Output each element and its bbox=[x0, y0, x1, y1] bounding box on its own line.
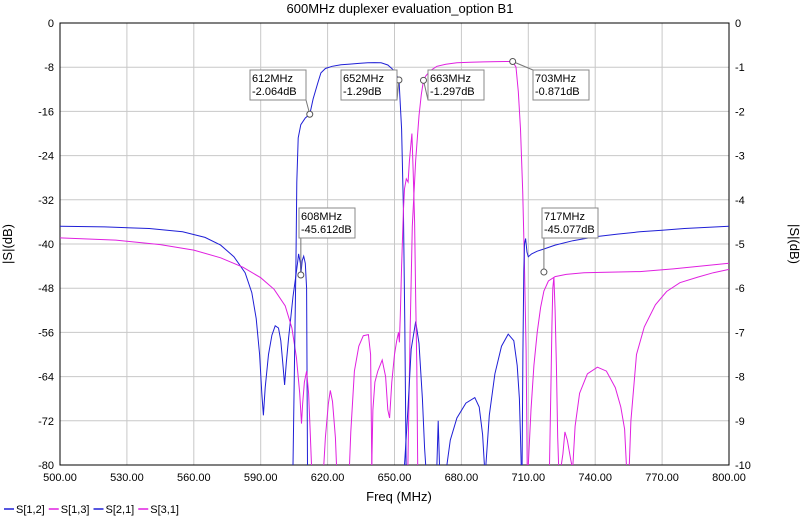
marker-label-box bbox=[249, 69, 307, 101]
marker-point bbox=[540, 268, 548, 276]
series-line bbox=[521, 225, 730, 466]
y-tick-label-left: -56 bbox=[38, 327, 54, 339]
series-line bbox=[59, 225, 308, 466]
series-line bbox=[407, 61, 528, 466]
chart-title: 600MHz duplexer evaluation_option B1 bbox=[287, 1, 514, 16]
marker-label-freq: 652MHz bbox=[343, 73, 384, 85]
marker-label-box bbox=[532, 69, 590, 101]
x-tick-label: 650.00 bbox=[378, 472, 412, 484]
axes: 500.00 530.00 560.00 590.00 620.00 650.00 680.… bbox=[38, 18, 751, 484]
marker-point bbox=[297, 271, 305, 279]
series-line bbox=[349, 333, 373, 466]
series-line bbox=[292, 62, 407, 466]
series-line bbox=[371, 133, 419, 466]
y-tick-label-right: -8 bbox=[735, 372, 745, 384]
series-line bbox=[549, 277, 560, 466]
y-tick-label-right: -10 bbox=[735, 460, 751, 472]
y-axis-label-right: |S|(dB) bbox=[787, 224, 800, 264]
marker-label-value: -1.29dB bbox=[343, 86, 382, 98]
marker-label-box bbox=[298, 207, 356, 239]
marker-point bbox=[419, 76, 427, 84]
series-line bbox=[404, 321, 427, 466]
marker-point bbox=[306, 110, 314, 118]
y-tick-label-left: -40 bbox=[38, 239, 54, 251]
marker-label-freq: 717MHz bbox=[544, 211, 585, 223]
marker-label-freq: 703MHz bbox=[535, 73, 576, 85]
marker: 717MHz-45.077dB bbox=[540, 207, 599, 276]
marker: 612MHz-2.064dB bbox=[249, 69, 314, 118]
y-tick-label-right: -7 bbox=[735, 327, 745, 339]
series-line bbox=[527, 262, 730, 466]
legend-label: S[2,1] bbox=[106, 504, 135, 516]
y-tick-label-right: -3 bbox=[735, 151, 745, 163]
series-line bbox=[436, 420, 440, 466]
x-axis-label: Freq (MHz) bbox=[366, 489, 432, 504]
y-tick-label-right: -6 bbox=[735, 283, 745, 295]
y-tick-label-right: 0 bbox=[735, 18, 741, 30]
y-tick-label-left: 0 bbox=[48, 18, 54, 30]
marker: 703MHz-0.871dB bbox=[509, 57, 590, 101]
legend-label: S[1,2] bbox=[16, 504, 45, 516]
series-line bbox=[560, 431, 573, 466]
marker-layer: 612MHz-2.064dB 652MHz-1.29dB 663MHz-1.297d… bbox=[249, 57, 599, 279]
x-tick-label: 560.00 bbox=[177, 472, 211, 484]
marker-label-value: -45.612dB bbox=[301, 224, 352, 236]
marker-label-value: -45.077dB bbox=[544, 224, 595, 236]
marker-label-box bbox=[340, 69, 398, 101]
x-tick-label: 530.00 bbox=[110, 472, 144, 484]
x-tick-label: 620.00 bbox=[311, 472, 345, 484]
marker-label-freq: 612MHz bbox=[252, 73, 293, 85]
marker-label-freq: 663MHz bbox=[430, 73, 471, 85]
y-tick-label-left: -16 bbox=[38, 106, 54, 118]
legend: S[1,2] S[1,3] S[2,1] S[3,1] bbox=[4, 504, 179, 516]
marker-point bbox=[509, 57, 517, 65]
y-tick-label-left: -8 bbox=[44, 62, 54, 74]
y-tick-label-right: -1 bbox=[735, 62, 745, 74]
series-line bbox=[323, 390, 337, 466]
marker-label-box bbox=[427, 69, 485, 101]
marker-label-freq: 608MHz bbox=[301, 211, 342, 223]
y-tick-label-left: -80 bbox=[38, 460, 54, 472]
marker-leader bbox=[512, 61, 534, 71]
y-tick-label-right: -2 bbox=[735, 106, 745, 118]
y-tick-label-left: -64 bbox=[38, 372, 54, 384]
marker-label-box bbox=[541, 207, 599, 239]
y-tick-label-right: -5 bbox=[735, 239, 745, 251]
y-tick-label-right: -9 bbox=[735, 416, 745, 428]
marker-label-value: -0.871dB bbox=[535, 86, 580, 98]
series-line bbox=[628, 268, 730, 466]
y-axis-label-left: |S|(dB) bbox=[0, 224, 15, 264]
x-tick-label: 500.00 bbox=[43, 472, 77, 484]
marker: 663MHz-1.297dB bbox=[419, 69, 485, 101]
marker-label-value: -2.064dB bbox=[252, 86, 297, 98]
x-tick-label: 680.00 bbox=[445, 472, 479, 484]
series-line bbox=[59, 237, 312, 466]
legend-label: S[1,3] bbox=[61, 504, 90, 516]
marker-label-value: -1.297dB bbox=[430, 86, 475, 98]
marker: 608MHz-45.612dB bbox=[297, 207, 356, 279]
series-line bbox=[446, 396, 485, 466]
legend-label: S[3,1] bbox=[150, 504, 179, 516]
y-tick-label-left: -48 bbox=[38, 283, 54, 295]
y-tick-label-left: -72 bbox=[38, 416, 54, 428]
plot-frame bbox=[59, 22, 730, 466]
series-line bbox=[572, 366, 627, 466]
x-tick-label: 800.00 bbox=[712, 472, 746, 484]
x-tick-label: 770.00 bbox=[645, 472, 679, 484]
series-line bbox=[485, 333, 522, 466]
y-tick-label-left: -32 bbox=[38, 195, 54, 207]
x-tick-label: 710.00 bbox=[511, 472, 545, 484]
y-tick-label-left: -24 bbox=[38, 151, 54, 163]
marker: 652MHz-1.29dB bbox=[340, 69, 403, 101]
y-tick-label-right: -4 bbox=[735, 195, 745, 207]
x-tick-label: 740.00 bbox=[578, 472, 612, 484]
x-tick-label: 590.00 bbox=[244, 472, 278, 484]
